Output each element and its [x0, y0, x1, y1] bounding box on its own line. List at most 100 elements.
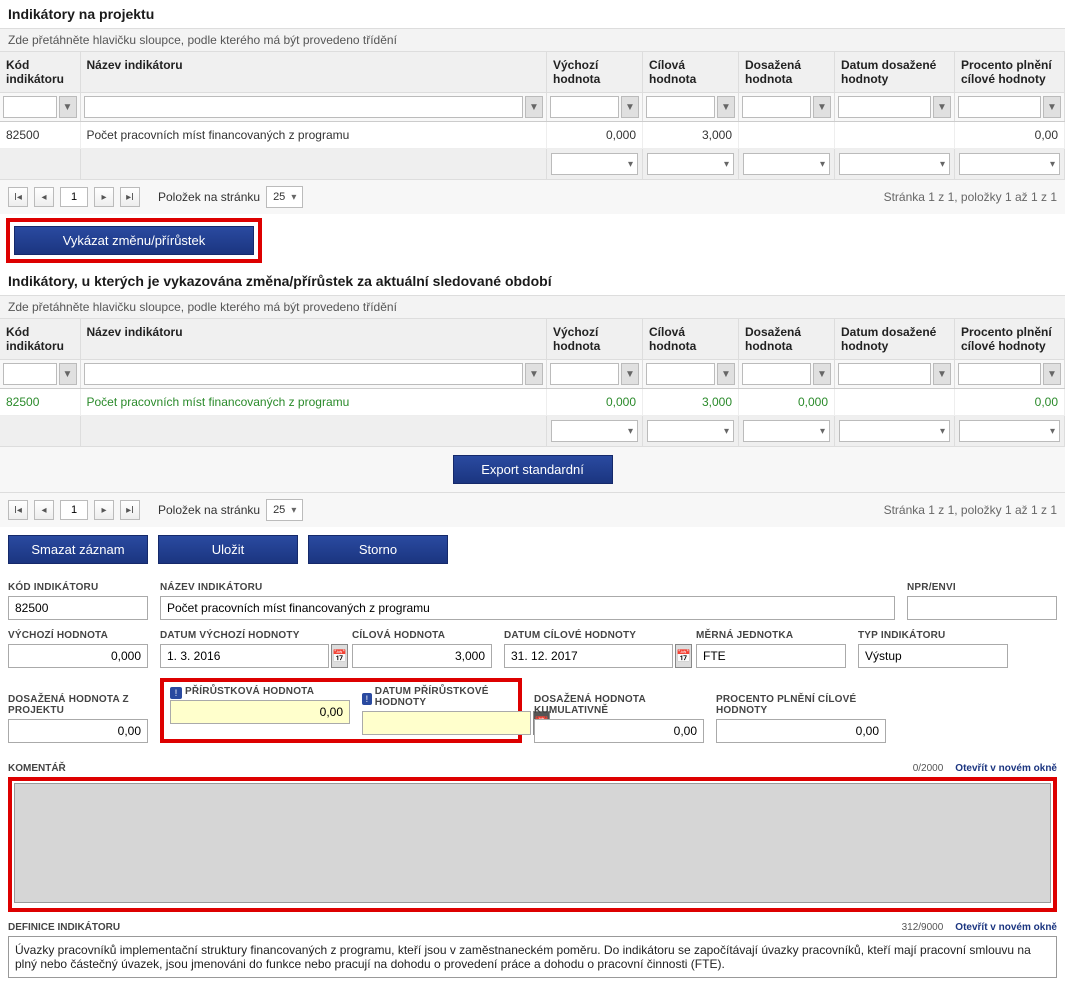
- col-datum[interactable]: Datum dosažené hodnoty: [835, 52, 955, 93]
- filter-cilova[interactable]: [646, 363, 715, 385]
- footer-dd[interactable]: [647, 153, 734, 175]
- footer-dd[interactable]: [839, 153, 950, 175]
- input-npr[interactable]: [907, 596, 1057, 620]
- filter-procento[interactable]: [958, 363, 1041, 385]
- pager-prev[interactable]: ◂: [34, 500, 54, 520]
- col-dosazena[interactable]: Dosažená hodnota: [739, 319, 835, 360]
- open-new-window-link[interactable]: Otevřít v novém okně: [955, 763, 1057, 774]
- col-kod[interactable]: Kód indikátoru: [0, 52, 80, 93]
- input-vychozi[interactable]: [8, 644, 148, 668]
- smazat-button[interactable]: Smazat záznam: [8, 535, 148, 564]
- input-typ[interactable]: [858, 644, 1008, 668]
- calendar-icon[interactable]: 📅: [675, 644, 692, 668]
- filter-icon[interactable]: ▼: [717, 96, 735, 118]
- filter-icon[interactable]: ▼: [621, 96, 639, 118]
- filter-icon[interactable]: ▼: [525, 96, 543, 118]
- input-datum-cilove[interactable]: [504, 644, 673, 668]
- footer-dd[interactable]: [551, 153, 638, 175]
- open-new-window-link[interactable]: Otevřít v novém okně: [955, 922, 1057, 933]
- col-nazev[interactable]: Název indikátoru: [80, 319, 547, 360]
- footer-dd[interactable]: [647, 420, 734, 442]
- col-cilova[interactable]: Cílová hodnota: [643, 52, 739, 93]
- textarea-definice[interactable]: [8, 936, 1057, 978]
- filter-icon[interactable]: ▼: [621, 363, 639, 385]
- cell-procento: 0,00: [955, 389, 1065, 416]
- cell-dosazena: 0,000: [739, 389, 835, 416]
- footer-dd[interactable]: [959, 420, 1060, 442]
- filter-icon[interactable]: ▼: [525, 363, 543, 385]
- filter-procento[interactable]: [958, 96, 1041, 118]
- filter-datum[interactable]: [838, 363, 931, 385]
- filter-kod[interactable]: [3, 363, 57, 385]
- input-kod[interactable]: [8, 596, 148, 620]
- filter-icon[interactable]: ▼: [813, 96, 831, 118]
- input-dosazena-kum[interactable]: [534, 719, 704, 743]
- filter-vychozi[interactable]: [550, 363, 619, 385]
- filter-icon[interactable]: ▼: [717, 363, 735, 385]
- per-page-label: Položek na stránku: [158, 190, 260, 204]
- textarea-komentar[interactable]: [14, 783, 1051, 903]
- storno-button[interactable]: Storno: [308, 535, 448, 564]
- col-dosazena[interactable]: Dosažená hodnota: [739, 52, 835, 93]
- filter-cilova[interactable]: [646, 96, 715, 118]
- filter-icon[interactable]: ▼: [1043, 96, 1061, 118]
- input-cilova[interactable]: [352, 644, 492, 668]
- per-page-select[interactable]: 25: [266, 186, 303, 208]
- input-procento-plneni[interactable]: [716, 719, 886, 743]
- calendar-icon[interactable]: 📅: [331, 644, 348, 668]
- highlight-komentar: [8, 777, 1057, 912]
- col-cilova[interactable]: Cílová hodnota: [643, 319, 739, 360]
- export-button[interactable]: Export standardní: [453, 455, 613, 484]
- filter-dosazena[interactable]: [742, 96, 811, 118]
- filter-icon[interactable]: ▼: [933, 363, 951, 385]
- input-datum-prirustkove[interactable]: [362, 711, 531, 735]
- col-datum[interactable]: Datum dosažené hodnoty: [835, 319, 955, 360]
- label-typ: TYP INDIKÁTORU: [858, 630, 1008, 641]
- filter-icon[interactable]: ▼: [933, 96, 951, 118]
- ulozit-button[interactable]: Uložit: [158, 535, 298, 564]
- col-procento[interactable]: Procento plnění cílové hodnoty: [955, 319, 1065, 360]
- cell-cilova: 3,000: [643, 122, 739, 149]
- pager-first[interactable]: І◂: [8, 500, 28, 520]
- filter-dosazena[interactable]: [742, 363, 811, 385]
- input-dosazena-proj[interactable]: [8, 719, 148, 743]
- col-nazev[interactable]: Název indikátoru: [80, 52, 547, 93]
- filter-icon[interactable]: ▼: [59, 363, 77, 385]
- col-vychozi[interactable]: Výchozí hodnota: [547, 52, 643, 93]
- pager-prev[interactable]: ◂: [34, 187, 54, 207]
- pager-last[interactable]: ▸І: [120, 187, 140, 207]
- col-kod[interactable]: Kód indikátoru: [0, 319, 80, 360]
- pager-next[interactable]: ▸: [94, 187, 114, 207]
- per-page-select[interactable]: 25: [266, 499, 303, 521]
- pager-page-input[interactable]: [60, 500, 88, 520]
- col-vychozi[interactable]: Výchozí hodnota: [547, 319, 643, 360]
- filter-vychozi[interactable]: [550, 96, 619, 118]
- footer-dd[interactable]: [959, 153, 1060, 175]
- pager-first[interactable]: І◂: [8, 187, 28, 207]
- pager-next[interactable]: ▸: [94, 500, 114, 520]
- filter-icon[interactable]: ▼: [1043, 363, 1061, 385]
- table-row[interactable]: 82500 Počet pracovních míst financovanýc…: [0, 122, 1065, 149]
- table-row-selected[interactable]: 82500 Počet pracovních míst financovanýc…: [0, 389, 1065, 416]
- footer-dd[interactable]: [839, 420, 950, 442]
- filter-nazev[interactable]: [84, 96, 524, 118]
- filter-datum[interactable]: [838, 96, 931, 118]
- filter-nazev[interactable]: [84, 363, 524, 385]
- input-prirustkova[interactable]: [170, 700, 350, 724]
- input-datum-vychozi[interactable]: [160, 644, 329, 668]
- indicators-table-1: Kód indikátoru Název indikátoru Výchozí …: [0, 52, 1065, 179]
- indicators-table-2: Kód indikátoru Název indikátoru Výchozí …: [0, 319, 1065, 446]
- input-nazev[interactable]: [160, 596, 895, 620]
- pager-page-input[interactable]: [60, 187, 88, 207]
- label-datum-cilove: DATUM CÍLOVÉ HODNOTY: [504, 630, 684, 641]
- filter-icon[interactable]: ▼: [59, 96, 77, 118]
- input-merna[interactable]: [696, 644, 846, 668]
- filter-kod[interactable]: [3, 96, 57, 118]
- footer-dd[interactable]: [743, 420, 830, 442]
- col-procento[interactable]: Procento plnění cílové hodnoty: [955, 52, 1065, 93]
- filter-icon[interactable]: ▼: [813, 363, 831, 385]
- pager-last[interactable]: ▸І: [120, 500, 140, 520]
- footer-dd[interactable]: [743, 153, 830, 175]
- footer-dd[interactable]: [551, 420, 638, 442]
- vykazat-button[interactable]: Vykázat změnu/přírůstek: [14, 226, 254, 255]
